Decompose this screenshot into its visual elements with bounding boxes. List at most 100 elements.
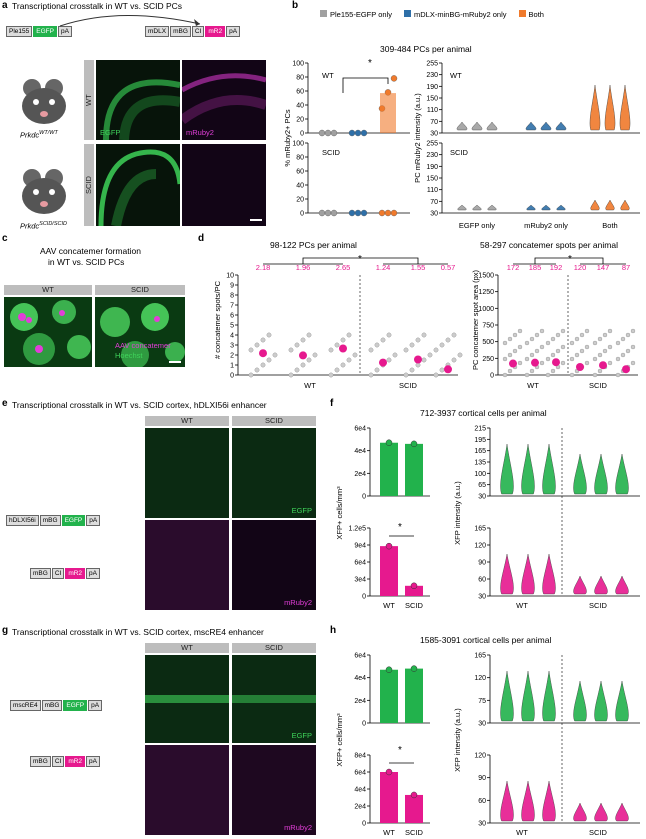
- f-ylabel-left: XFP+ cells/mm³: [335, 486, 344, 540]
- d-right-spot-point: [592, 356, 598, 362]
- b-violin-scid: [487, 204, 497, 211]
- d-left-tick-label: 3: [230, 343, 234, 350]
- d-right-spot-point: [517, 360, 523, 366]
- svgF-violin-mruby: [542, 553, 556, 595]
- b-scid-point: [318, 209, 326, 217]
- d-right-spot-point: [569, 340, 575, 346]
- d-ylabel-left: # concatemer spots/PC: [213, 280, 222, 359]
- row-label-scid: SCID: [84, 144, 94, 226]
- d-left-cell-point: [328, 372, 334, 378]
- d-right-spot-point: [615, 356, 621, 362]
- d-right-spot-point: [602, 332, 608, 338]
- b-right-bottom-tick-label: 70: [430, 199, 438, 206]
- h-ylabel-left: XFP+ cells/mm³: [335, 713, 344, 767]
- svgF-egfp-tick-label: 2e4: [354, 471, 366, 478]
- d-left-cell-point: [312, 352, 318, 358]
- b-scid-left-tick-label: 0: [300, 211, 304, 218]
- b-wt-left-tick-label: 20: [296, 117, 304, 124]
- svgH-egfp-tick-label: 4e4: [354, 675, 366, 682]
- d-right-spot-point: [517, 344, 523, 350]
- d-right-mean-point: [622, 365, 630, 374]
- svgH-mruby-tick-label: 6e4: [354, 770, 366, 777]
- b-right-row-label-scid: SCID: [450, 148, 469, 157]
- d-right-spot-point: [545, 356, 551, 362]
- panel-g-construct-1: mscRE4 mBG EGFP pA: [10, 700, 103, 711]
- d-group-wt: WT: [304, 381, 316, 390]
- b-wt-point: [348, 129, 356, 137]
- d-left-cell-point: [445, 337, 451, 343]
- svgH-violin-egfp: [542, 670, 556, 722]
- mr2-element: mR2: [65, 756, 86, 767]
- micrograph-g-scid-mruby2: mRuby2: [232, 745, 316, 835]
- svgF-vbottom-tick-label: 165: [474, 526, 486, 533]
- d-right-value-label: 147: [597, 263, 610, 272]
- d-right-spot-point: [630, 328, 636, 334]
- svgH-egfp-tick-label: 0: [362, 721, 366, 728]
- b-sig-bracket: [342, 77, 389, 93]
- d-left-cell-point: [328, 347, 334, 353]
- panel-b-legend: Ple155-EGFP only mDLX-minBG-mRuby2 only …: [320, 10, 544, 19]
- f-ylabel-right: XFP intensity (a.u.): [453, 481, 462, 545]
- d-right-spot-point: [560, 344, 566, 350]
- h-sig: *: [398, 745, 402, 756]
- svgF-mruby-bar: [380, 546, 398, 596]
- svgF-vtop-tick-label: 215: [474, 426, 486, 433]
- b-scid-point: [354, 209, 362, 217]
- d-left-cell-point: [266, 357, 272, 363]
- svgH-egfp-point: [385, 666, 393, 673]
- d-right-mean-point: [599, 361, 607, 370]
- d-right-spot-point: [630, 344, 636, 350]
- d-right-group-wt: WT: [527, 381, 539, 390]
- svgF-mruby-bar: [405, 585, 423, 596]
- d-left-cell-point: [294, 342, 300, 348]
- b-scid-left-tick-label: 100: [292, 141, 304, 148]
- g-channel-egfp: EGFP: [291, 731, 312, 740]
- d-right-mean-point: [552, 358, 560, 367]
- svgF-violin-mruby: [521, 553, 535, 595]
- d-right-spot-point: [597, 352, 603, 358]
- panel-c-label: c: [2, 233, 8, 244]
- e-channel-egfp: EGFP: [291, 506, 312, 515]
- d-right-spot-point: [555, 348, 561, 354]
- d-left-cell-point: [254, 342, 260, 348]
- svgH-mruby-tick-label: 4e4: [354, 787, 366, 794]
- d-right-spot-point: [539, 344, 545, 350]
- panel-b-charts: % mRuby2+ PCs PC mRuby2 intensity (a.u.)…: [283, 58, 640, 230]
- d-right-spot-point: [524, 356, 530, 362]
- mbg-element: mBG: [41, 700, 63, 711]
- panel-d-charts: # concatemer spots/PC PC concatemer spot…: [213, 254, 638, 390]
- svgF-vtop-tick-label: 135: [474, 460, 486, 467]
- d-left-value-label: 1.24: [376, 263, 391, 272]
- svgH-mruby-point: [410, 791, 418, 799]
- d-left-cell-point: [368, 372, 374, 378]
- svgH-mruby-bar: [380, 772, 398, 823]
- pa-element: pA: [88, 700, 103, 711]
- svgH-vtop-tick-label: 165: [474, 653, 486, 660]
- d-left-cell-point: [352, 352, 358, 358]
- d-right-spot-point: [574, 352, 580, 358]
- panel-b-label: b: [292, 0, 299, 11]
- d-left-tick-label: 9: [230, 283, 234, 290]
- d-right-group-scid: SCID: [589, 381, 608, 390]
- panel-f-title: 712-3937 cortical cells per animal: [420, 408, 547, 418]
- d-right-spot-point: [529, 352, 535, 358]
- panel-f-label: f: [330, 398, 334, 409]
- row-label-wt: WT: [84, 60, 94, 140]
- d-right-tick-label: 750: [482, 323, 494, 330]
- d-left-mean-point: [444, 365, 452, 374]
- panel-g-title: Transcriptional crosstalk in WT vs. SCID…: [12, 627, 264, 637]
- svgF-vtop-tick-label: 100: [474, 471, 486, 478]
- d-left-tick-label: 2: [230, 353, 234, 360]
- d-left-cell-point: [368, 347, 374, 353]
- d-left-value-label: 1.55: [411, 263, 426, 272]
- d-right-spot-point: [517, 328, 523, 334]
- d-left-cell-point: [346, 357, 352, 363]
- b-scid-left-tick-label: 60: [296, 169, 304, 176]
- svgH-mruby-tick-label: 2e4: [354, 804, 366, 811]
- panel-c-title-2: in WT vs. SCID PCs: [48, 257, 125, 267]
- d-right-spot-point: [615, 340, 621, 346]
- b-wt-left-tick-label: 40: [296, 103, 304, 110]
- b-violin-scid: [620, 199, 630, 211]
- d-left-cell-point: [386, 332, 392, 338]
- b-violin-wt: [589, 84, 601, 131]
